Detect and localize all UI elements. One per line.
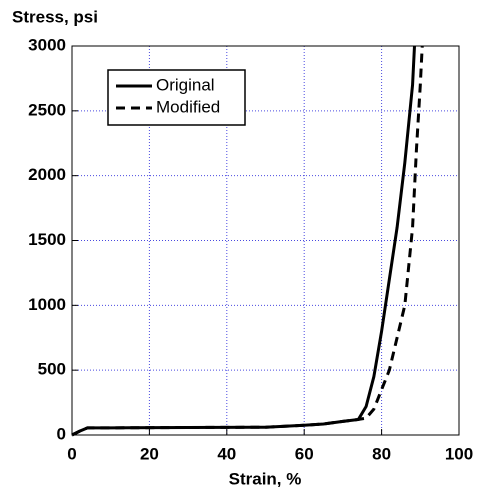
x-tick-label: 100 <box>445 444 473 463</box>
y-tick-label: 2500 <box>28 100 66 119</box>
y-tick-label: 2000 <box>28 165 66 184</box>
y-tick-label: 500 <box>38 360 66 379</box>
legend-label: Modified <box>156 97 220 116</box>
y-tick-label: 0 <box>57 424 66 443</box>
legend-label: Original <box>156 75 215 94</box>
x-tick-label: 40 <box>217 444 236 463</box>
y-tick-label: 1000 <box>28 295 66 314</box>
y-tick-label: 1500 <box>28 230 66 249</box>
y-tick-label: 3000 <box>28 35 66 54</box>
x-tick-label: 60 <box>295 444 314 463</box>
x-axis-title: Strain, % <box>229 469 302 488</box>
x-tick-label: 0 <box>67 444 76 463</box>
legend-box <box>107 69 246 126</box>
plot-frame <box>71 45 460 436</box>
y-axis-title: Stress, psi <box>12 7 98 26</box>
line <box>71 45 424 437</box>
x-tick-label: 20 <box>140 444 159 463</box>
x-tick-label: 80 <box>372 444 391 463</box>
